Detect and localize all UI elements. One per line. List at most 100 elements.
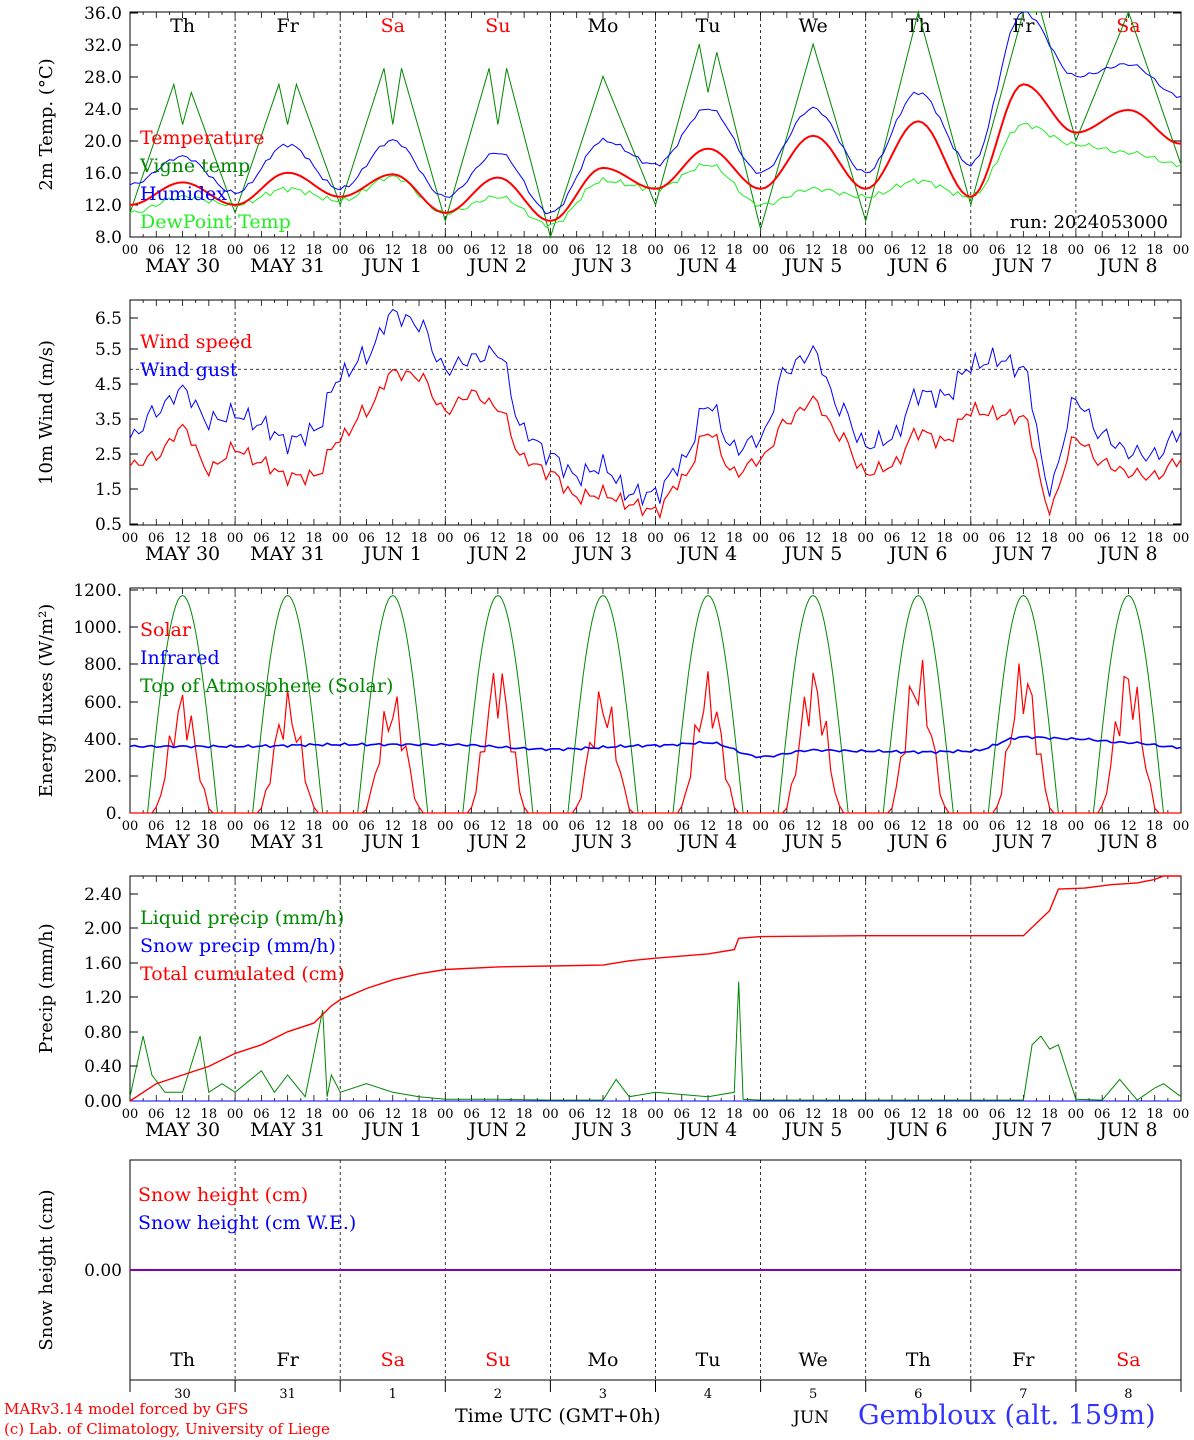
date-label: JUN 2 [467,831,527,853]
liquid-precip-line [129,981,1182,1101]
bottom-day-number: 2 [494,1387,502,1402]
hour-tick-label: 12 [700,819,717,834]
hour-tick-label: 06 [253,819,270,834]
date-label: JUN 5 [782,1119,842,1141]
y-tick-label: 1.60 [84,954,122,974]
date-label: JUN 4 [677,1119,737,1141]
day-abbr: Tu [696,1349,721,1371]
solar-line [130,659,1181,814]
hour-tick-label: 18 [306,531,323,546]
hour-tick-label: 06 [568,531,585,546]
hour-tick-label: 06 [358,1107,375,1122]
date-label: JUN 7 [992,543,1052,565]
hour-tick-label: 00 [857,531,874,546]
y-tick-label: 200. [84,767,122,787]
hour-tick-label: 00 [542,243,559,258]
hour-tick-label: 12 [279,531,296,546]
hour-tick-label: 12 [1120,819,1137,834]
date-label: JUN 8 [1097,831,1157,853]
hour-tick-label: 00 [857,1107,874,1122]
day-abbr: Sa [1116,15,1140,37]
hour-tick-label: 06 [463,819,480,834]
hour-tick-label: 18 [936,819,953,834]
hour-tick-label: 06 [148,243,165,258]
hour-tick-label: 18 [1041,1107,1058,1122]
y-tick-label: 5.5 [95,340,122,360]
hour-tick-label: 00 [647,1107,664,1122]
station-name: Gembloux (alt. 159m) [858,1400,1156,1431]
day-abbr: Th [906,15,931,37]
date-label: MAY 31 [250,831,325,853]
date-label: MAY 31 [250,1119,325,1141]
hour-tick-label: 18 [621,531,638,546]
hour-tick-label: 18 [831,819,848,834]
hour-tick-label: 18 [621,1107,638,1122]
y-tick-label: 1200. [73,581,122,601]
hour-tick-label: 00 [963,243,980,258]
legend-humidex: Humidex [140,183,227,205]
bottom-day-number: 31 [279,1387,296,1402]
hour-tick-label: 12 [1120,1107,1137,1122]
date-label: MAY 31 [250,255,325,277]
hour-tick-label: 12 [174,531,191,546]
day-abbr: Su [485,1349,510,1371]
date-label: MAY 30 [145,1119,220,1141]
date-label: JUN 7 [992,255,1052,277]
bottom-day-number: 5 [809,1387,817,1402]
hour-tick-label: 18 [726,531,743,546]
date-label: JUN 7 [992,1119,1052,1141]
hour-tick-label: 00 [752,819,769,834]
y-tick-label: 4.5 [95,375,122,395]
date-label: JUN 4 [677,831,737,853]
hour-tick-label: 06 [674,1107,691,1122]
hour-tick-label: 18 [936,531,953,546]
hour-tick-label: 06 [568,1107,585,1122]
date-label: JUN 6 [887,255,947,277]
day-abbr: Mo [587,15,618,37]
date-label: JUN 1 [362,543,422,565]
day-abbr: We [799,1349,828,1371]
hour-tick-label: 12 [1120,243,1137,258]
y-tick-label: 12.0 [84,196,122,216]
wind-speed-line [129,368,1182,520]
hour-tick-label: 06 [884,819,901,834]
hour-tick-label: 06 [463,243,480,258]
date-label: JUN 4 [677,543,737,565]
panel-5-ylabel: Snow height (cm) [36,1189,57,1350]
hour-tick-label: 12 [595,819,612,834]
run-annotation: run: 2024053000 [1010,212,1168,233]
date-label: JUN 1 [362,831,422,853]
date-label: JUN 1 [362,255,422,277]
hour-tick-label: 06 [148,819,165,834]
date-label: JUN 8 [1097,255,1157,277]
hour-tick-label: 00 [332,531,349,546]
date-label: JUN 2 [467,543,527,565]
hour-tick-label: 00 [963,1107,980,1122]
hour-tick-label: 18 [306,819,323,834]
hour-tick-label: 18 [831,1107,848,1122]
date-label: JUN 1 [362,1119,422,1141]
legend-toa-solar: Top of Atmosphere (Solar) [140,675,393,697]
hour-tick-label: 12 [700,243,717,258]
hour-tick-label: 00 [752,1107,769,1122]
hour-tick-label: 12 [595,1107,612,1122]
hour-tick-label: 06 [779,243,796,258]
y-tick-label: 1.20 [84,988,122,1008]
hour-tick-label: 18 [936,243,953,258]
y-tick-label: 32.0 [84,36,122,56]
bottom-day-number: 3 [599,1387,607,1402]
hour-tick-label: 00 [437,531,454,546]
hour-tick-label: 18 [411,1107,428,1122]
temperature-line [129,83,1182,222]
y-tick-label: 2.00 [84,919,122,939]
y-tick-label: 16.0 [84,164,122,184]
y-tick-label: 800. [84,655,122,675]
date-label: JUN 5 [782,543,842,565]
hour-tick-label: 18 [201,1107,218,1122]
date-label: MAY 30 [145,255,220,277]
legend-temperature: Temperature [140,127,264,149]
day-abbr: Th [170,1349,195,1371]
hour-tick-label: 18 [306,1107,323,1122]
hour-tick-label: 12 [805,819,822,834]
day-abbr: Tu [696,15,721,37]
